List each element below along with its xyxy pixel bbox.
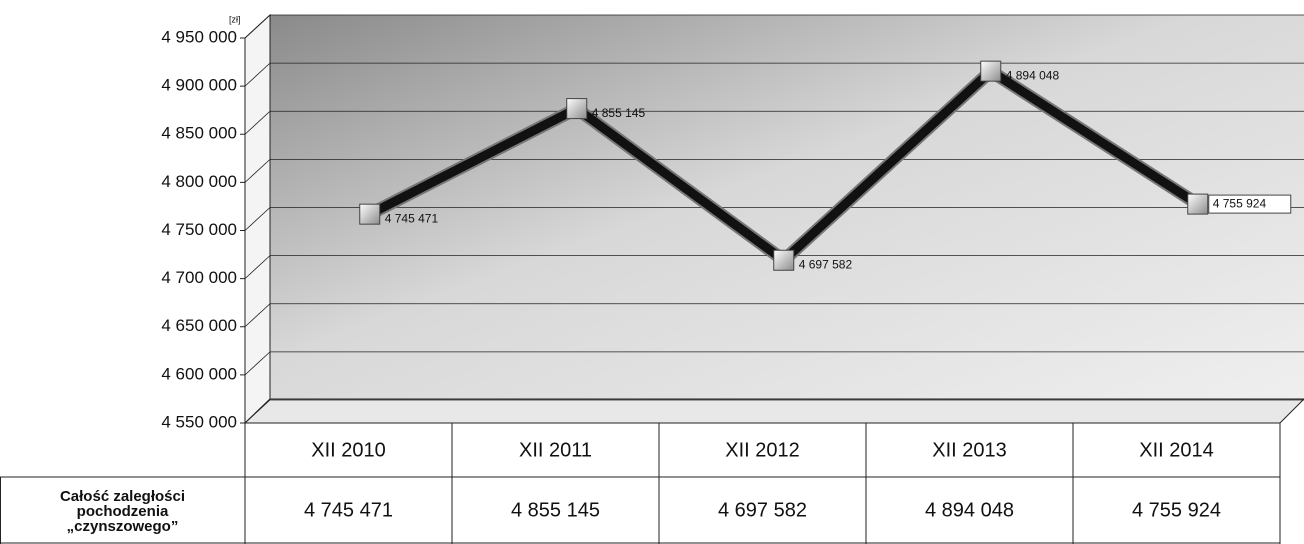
y-tick-label: 4 800 000 xyxy=(161,172,237,191)
y-unit: [zł] xyxy=(229,14,241,24)
value-label: 4 855 145 xyxy=(592,106,646,120)
value-label: 4 755 924 xyxy=(1213,196,1267,210)
table-cell: 4 855 145 xyxy=(511,499,600,521)
value-label: 4 697 582 xyxy=(799,257,853,271)
marker xyxy=(1188,194,1208,214)
x-tick-label: XII 2014 xyxy=(1139,439,1214,461)
x-tick-label: XII 2010 xyxy=(311,439,386,461)
marker xyxy=(360,204,380,224)
floor xyxy=(245,399,1304,423)
y-tick-label: 4 650 000 xyxy=(161,316,237,335)
x-tick-label: XII 2011 xyxy=(519,439,592,461)
marker xyxy=(774,250,794,270)
marker xyxy=(981,61,1001,81)
value-label: 4 894 048 xyxy=(1006,68,1060,82)
row-header: Całość zaległości pochodzenia „czynszowe… xyxy=(0,478,245,544)
y-tick-label: 4 950 000 xyxy=(161,27,237,46)
series-name: Całość zaległości pochodzenia „czynszowe… xyxy=(53,489,193,534)
x-tick-label: XII 2013 xyxy=(932,439,1007,461)
y-tick-label: 4 600 000 xyxy=(161,364,237,383)
table-cell: 4 894 048 xyxy=(925,499,1014,521)
table-cell: 4 745 471 xyxy=(304,499,393,521)
y-tick-label: 4 550 000 xyxy=(161,412,237,431)
y-tick-label: 4 700 000 xyxy=(161,268,237,287)
marker xyxy=(567,99,587,119)
value-label: 4 745 471 xyxy=(385,211,439,225)
chart: [zł] 4 550 000 4 600 000 4 650 000 4 700 00… xyxy=(0,0,1304,544)
back-wall xyxy=(270,15,1304,399)
chart-svg: [zł] 4 550 000 4 600 000 4 650 000 4 700 00… xyxy=(0,0,1304,544)
x-tick-label: XII 2012 xyxy=(725,439,800,461)
y-tick-label: 4 850 000 xyxy=(161,124,237,143)
table-cell: 4 755 924 xyxy=(1132,499,1221,521)
table-cell: 4 697 582 xyxy=(718,499,807,521)
y-tick-label: 4 750 000 xyxy=(161,220,237,239)
y-tick-label: 4 900 000 xyxy=(161,76,237,95)
